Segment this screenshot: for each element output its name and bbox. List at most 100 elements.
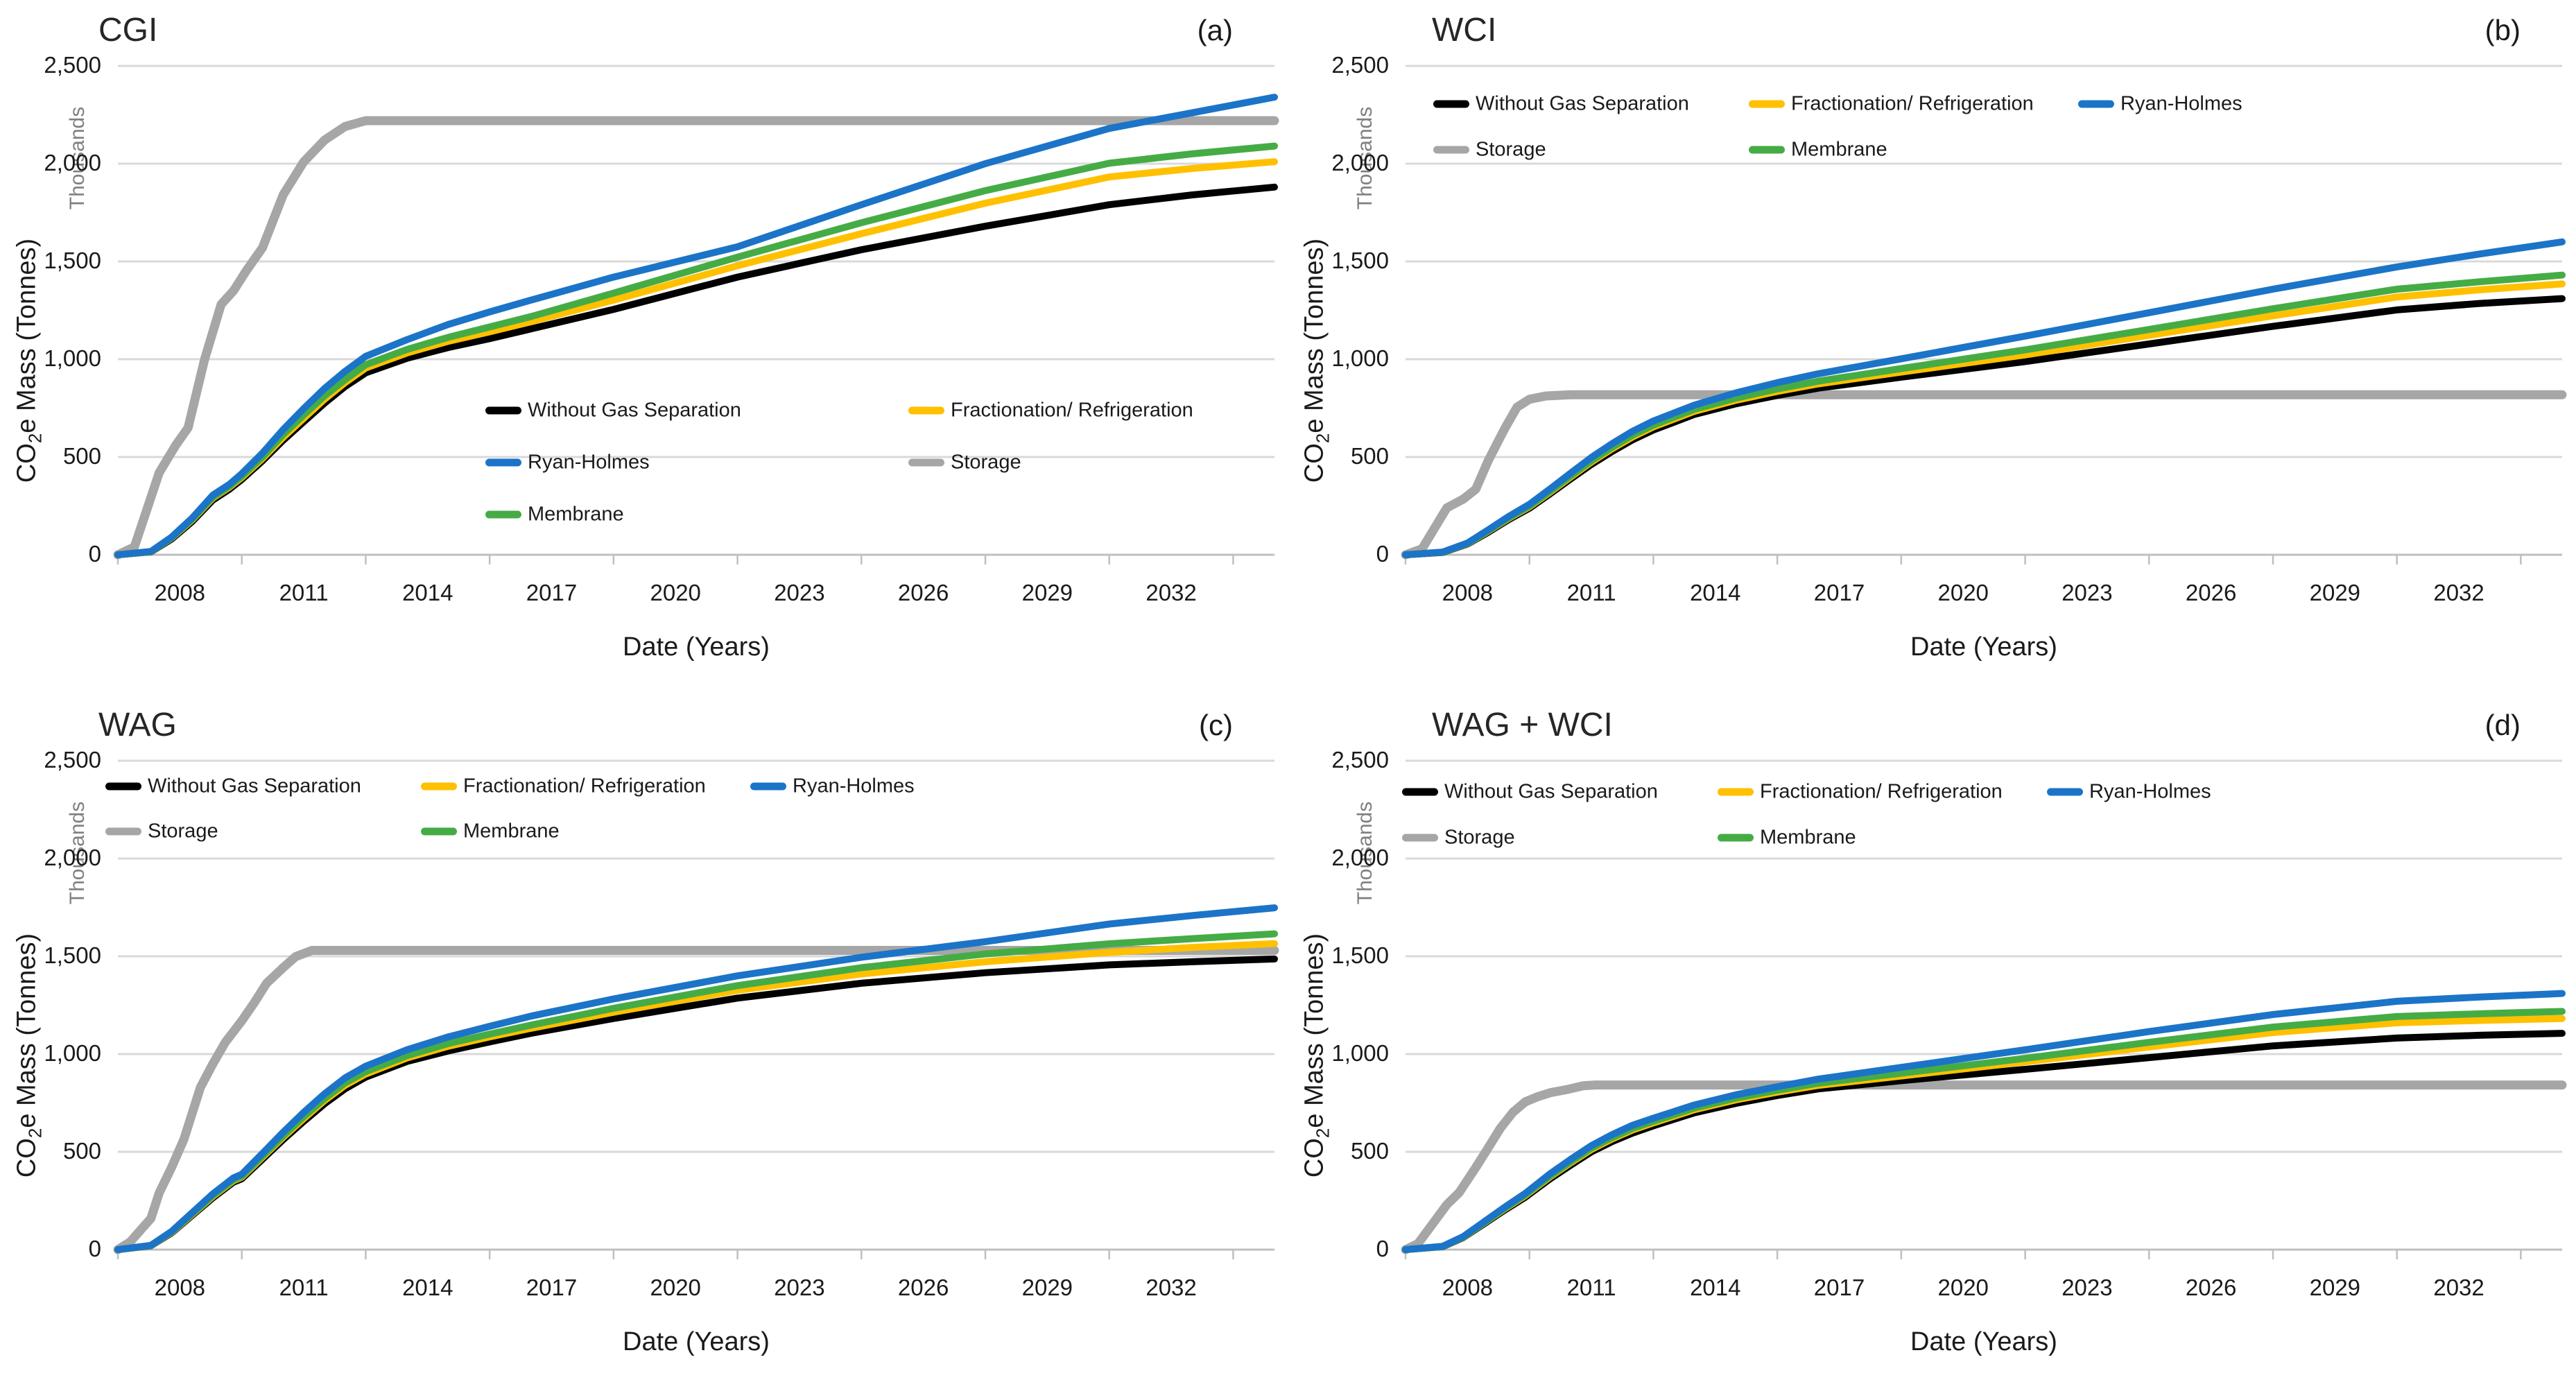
y-tick-label-2-500: 2,500 <box>44 747 101 773</box>
legend-label-without-gas-separation: Without Gas Separation <box>528 399 741 422</box>
legend-item-membrane: Membrane <box>421 820 560 843</box>
legend-item-without-gas-separation: Without Gas Separation <box>1433 93 1689 116</box>
legend-label-fractionation-refrigeration: Fractionation/ Refrigeration <box>463 775 706 797</box>
legend-swatch-storage <box>908 458 944 467</box>
y-tick-label-2-500: 2,500 <box>1331 747 1389 773</box>
legend-item-without-gas-separation: Without Gas Separation <box>105 775 361 798</box>
plot-area-b <box>1401 64 2567 564</box>
legend-label-membrane: Membrane <box>463 820 560 843</box>
legend-label-ryan-holmes: Ryan-Holmes <box>793 775 915 797</box>
legend-swatch-storage <box>1433 146 1469 154</box>
y-tick-label-1-000: 1,000 <box>44 1040 101 1066</box>
plot-area-c <box>113 759 1279 1259</box>
series-line-membrane <box>1402 1008 2566 1253</box>
series-line-without-gas-separation <box>1402 295 2566 558</box>
x-axis-title: Date (Years) <box>1910 1327 2057 1356</box>
legend-swatch-without-gas-separation <box>1402 788 1438 796</box>
legend-item-fractionation-refrigeration: Fractionation/ Refrigeration <box>908 399 1193 422</box>
y-tick-label-2-000: 2,000 <box>1331 845 1389 870</box>
legend-swatch-ryan-holmes <box>485 458 521 467</box>
panel-a-title: CGI <box>98 12 158 49</box>
y-tick-label-2-000: 2,000 <box>1331 150 1389 175</box>
y-axis-title-subscript: 2 <box>1312 1128 1333 1139</box>
y-tick-label-0: 0 <box>88 541 101 567</box>
x-tick-label-2011: 2011 <box>1566 1275 1616 1300</box>
x-tick-label-2029: 2029 <box>1021 580 1073 605</box>
legend-swatch-ryan-holmes <box>2078 100 2114 108</box>
panel-b: WCI (b) Thousands CO2e Mass (Tonnes) Dat… <box>1288 0 2576 694</box>
y-tick-label-1-000: 1,000 <box>1331 345 1389 371</box>
legend-label-membrane: Membrane <box>1760 826 1856 849</box>
x-tick-label-2017: 2017 <box>526 580 578 605</box>
panel-d: WAG + WCI (d) Thousands CO2e Mass (Tonne… <box>1288 695 2576 1389</box>
y-tick-label-1-500: 1,500 <box>44 248 101 273</box>
series-line-ryan-holmes <box>1402 990 2566 1253</box>
x-tick-label-2008: 2008 <box>154 580 206 605</box>
legend-swatch-ryan-holmes <box>2047 788 2083 796</box>
panel-b-title: WCI <box>1432 12 1497 49</box>
y-tick-label-1-500: 1,500 <box>1331 248 1389 273</box>
x-tick-label-2023: 2023 <box>2061 1275 2113 1300</box>
y-tick-label-500: 500 <box>1350 1138 1389 1164</box>
series-line-ryan-holmes <box>114 904 1278 1253</box>
y-tick-label-500: 500 <box>1350 443 1389 469</box>
legend-item-membrane: Membrane <box>1718 827 1856 849</box>
plot-area-a <box>113 64 1279 564</box>
panel-d-title: WAG + WCI <box>1432 707 1613 743</box>
legend-swatch-membrane <box>1749 146 1785 154</box>
legend-item-ryan-holmes: Ryan-Holmes <box>2047 781 2211 804</box>
x-tick-label-2020: 2020 <box>1937 1275 1989 1300</box>
legend-label-without-gas-separation: Without Gas Separation <box>1476 92 1689 115</box>
x-tick-label-2014: 2014 <box>1690 580 1741 605</box>
series-line-without-gas-separation <box>114 183 1278 558</box>
panel-a: CGI (a) Thousands CO2e Mass (Tonnes) Dat… <box>0 0 1288 694</box>
x-tick-label-2008: 2008 <box>154 1275 206 1300</box>
legend-label-storage: Storage <box>951 451 1021 474</box>
legend-item-ryan-holmes: Ryan-Holmes <box>750 775 915 798</box>
x-tick-label-2008: 2008 <box>1442 1275 1494 1300</box>
x-tick-label-2023: 2023 <box>774 1275 825 1300</box>
legend-swatch-without-gas-separation <box>485 406 521 415</box>
y-tick-label-0: 0 <box>1376 541 1389 567</box>
series-line-storage <box>113 116 1279 560</box>
series-line-storage <box>1401 1080 2567 1254</box>
x-tick-label-2026: 2026 <box>897 1275 949 1300</box>
legend-swatch-ryan-holmes <box>750 782 786 791</box>
legend-label-ryan-holmes: Ryan-Holmes <box>528 451 650 474</box>
legend-swatch-fractionation-refrigeration <box>1718 788 1754 796</box>
panel-c: WAG (c) Thousands CO2e Mass (Tonnes) Dat… <box>0 695 1288 1389</box>
x-axis-title: Date (Years) <box>1910 632 2057 662</box>
x-axis-title: Date (Years) <box>623 1327 770 1356</box>
x-tick-label-2020: 2020 <box>650 1275 701 1300</box>
panel-d-corner-label: (d) <box>2484 709 2521 741</box>
x-tick-label-2020: 2020 <box>650 580 701 605</box>
series-line-storage <box>1401 390 2567 560</box>
x-tick-label-2011: 2011 <box>279 580 329 605</box>
x-tick-label-2020: 2020 <box>1937 580 1989 605</box>
series-line-fractionation-refrigeration <box>114 940 1278 1253</box>
y-tick-label-1-500: 1,500 <box>44 942 101 968</box>
series-line-ryan-holmes <box>1402 238 2566 558</box>
x-tick-label-2032: 2032 <box>2433 1275 2484 1300</box>
x-tick-label-2011: 2011 <box>1566 580 1616 605</box>
series-line-ryan-holmes <box>114 94 1278 558</box>
legend-item-membrane: Membrane <box>1749 139 1887 162</box>
y-tick-label-0: 0 <box>88 1236 101 1261</box>
legend-swatch-membrane <box>421 827 457 836</box>
legend-swatch-without-gas-separation <box>1433 100 1469 108</box>
panel-b-corner-label: (b) <box>2484 14 2521 46</box>
legend-label-storage: Storage <box>1444 826 1515 849</box>
panel-c-title: WAG <box>98 707 177 743</box>
legend-item-fractionation-refrigeration: Fractionation/ Refrigeration <box>1749 93 2034 116</box>
x-tick-label-2023: 2023 <box>774 580 825 605</box>
legend-label-fractionation-refrigeration: Fractionation/ Refrigeration <box>1760 780 2003 803</box>
x-tick-label-2011: 2011 <box>279 1275 329 1300</box>
legend-item-fractionation-refrigeration: Fractionation/ Refrigeration <box>421 775 706 798</box>
x-tick-label-2029: 2029 <box>2309 1275 2361 1300</box>
legend-item-storage: Storage <box>908 451 1021 474</box>
legend-label-ryan-holmes: Ryan-Holmes <box>2089 780 2211 803</box>
y-tick-label-1-000: 1,000 <box>1331 1040 1389 1066</box>
x-axis-title: Date (Years) <box>623 632 770 662</box>
legend-label-membrane: Membrane <box>1791 138 1887 161</box>
